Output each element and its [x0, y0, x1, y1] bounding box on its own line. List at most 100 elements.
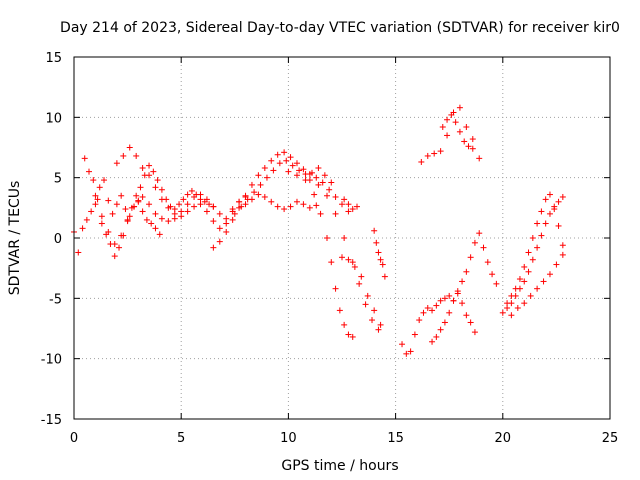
data-point: [203, 208, 210, 215]
data-point: [90, 177, 97, 184]
data-point: [238, 203, 245, 210]
data-point: [444, 132, 451, 139]
data-point: [98, 220, 105, 227]
data-point: [242, 192, 249, 199]
data-point: [525, 268, 532, 275]
data-point: [369, 317, 376, 324]
data-point: [354, 203, 361, 210]
data-point: [300, 166, 307, 173]
data-point: [118, 192, 125, 199]
data-point: [332, 210, 339, 217]
data-point: [109, 210, 116, 217]
data-point: [296, 167, 303, 174]
data-point: [283, 157, 290, 164]
data-point: [86, 168, 93, 175]
data-point: [274, 203, 281, 210]
data-point: [210, 218, 217, 225]
data-point: [538, 208, 545, 215]
data-point: [105, 228, 112, 235]
data-point: [293, 160, 300, 167]
data-point: [268, 157, 275, 164]
data-point: [437, 326, 444, 333]
data-point: [315, 181, 322, 188]
data-point: [184, 191, 191, 198]
data-point: [345, 208, 352, 215]
data-point: [484, 259, 491, 266]
data-point: [281, 149, 288, 156]
data-point: [293, 172, 300, 179]
data-point: [158, 186, 165, 193]
data-point: [328, 259, 335, 266]
data-point: [270, 167, 277, 174]
data-point: [476, 155, 483, 162]
data-point: [534, 220, 541, 227]
x-tick-label: 5: [177, 431, 185, 446]
data-point: [339, 201, 345, 208]
y-tick-label: 0: [54, 232, 62, 247]
data-point: [116, 244, 123, 251]
y-tick-label: -15: [41, 413, 62, 428]
data-point: [152, 210, 159, 217]
data-point: [197, 201, 204, 208]
data-point: [371, 307, 378, 314]
data-point: [439, 123, 446, 130]
data-point: [287, 203, 294, 210]
data-point: [555, 222, 562, 229]
data-point: [124, 218, 131, 225]
data-point: [317, 210, 324, 217]
data-point: [178, 213, 185, 220]
data-point: [448, 111, 455, 118]
data-point: [300, 201, 307, 208]
data-point: [154, 177, 161, 184]
data-point: [529, 256, 536, 263]
data-point: [424, 152, 431, 159]
data-point: [476, 230, 483, 237]
axis-ticks: 0 5 10 15 20 25 -15 -10 -5 0 5 10 15: [41, 51, 619, 446]
data-point: [105, 197, 112, 204]
data-point: [341, 321, 348, 328]
data-point: [135, 197, 142, 204]
data-point: [311, 191, 318, 198]
data-point: [351, 263, 358, 270]
y-axis-label: SDTVAR / TECUs: [7, 181, 23, 296]
data-point: [534, 285, 541, 292]
data-point: [349, 333, 356, 340]
data-point: [188, 187, 195, 194]
data-point: [139, 208, 146, 215]
data-point: [263, 174, 270, 181]
data-point: [255, 172, 262, 179]
data-points: [71, 104, 566, 357]
data-point: [345, 331, 352, 338]
data-point: [546, 210, 553, 217]
data-point: [191, 193, 198, 200]
data-point: [371, 227, 378, 234]
data-point: [546, 191, 553, 198]
data-point: [529, 235, 536, 241]
data-point: [416, 317, 423, 324]
data-point: [504, 300, 511, 307]
data-point: [431, 150, 438, 157]
data-point: [92, 201, 99, 208]
data-point: [407, 348, 414, 355]
data-point: [375, 326, 382, 333]
data-point: [251, 189, 258, 196]
data-point: [152, 184, 159, 191]
data-point: [471, 239, 478, 246]
data-point: [362, 301, 369, 308]
data-point: [184, 201, 191, 208]
data-point: [216, 238, 223, 245]
data-point: [321, 172, 328, 179]
data-point: [323, 192, 330, 199]
data-point: [113, 201, 120, 208]
data-point: [341, 235, 348, 241]
data-point: [261, 193, 268, 200]
data-point: [83, 216, 90, 223]
data-point: [111, 253, 118, 260]
data-point: [527, 292, 534, 299]
y-tick-label: 10: [45, 111, 62, 126]
data-point: [143, 216, 150, 223]
data-point: [467, 319, 474, 326]
data-point: [379, 261, 386, 268]
data-point: [158, 196, 165, 203]
data-point: [499, 309, 506, 316]
